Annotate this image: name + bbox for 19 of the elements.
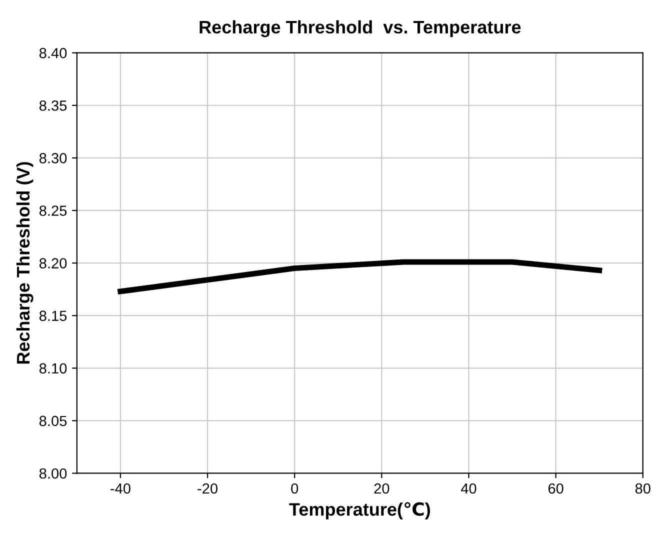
y-tick-label: 8.25 bbox=[39, 206, 67, 216]
y-tick-label: 8.35 bbox=[39, 100, 67, 111]
x-tick-label: 40 bbox=[460, 483, 476, 494]
x-axis-title: Temperature(℃) bbox=[289, 502, 430, 520]
y-axis-title: Recharge Threshold (V) bbox=[16, 162, 34, 364]
x-tick-label: 20 bbox=[374, 483, 390, 494]
y-tick-label: 8.10 bbox=[39, 363, 67, 374]
y-tick-label: 8.40 bbox=[39, 48, 67, 58]
x-tick-label: -20 bbox=[198, 483, 218, 494]
y-tick-label: 8.00 bbox=[39, 468, 67, 479]
y-tick-label: 8.05 bbox=[39, 416, 67, 426]
x-tick-label: 80 bbox=[635, 483, 650, 494]
x-tick-label: -40 bbox=[110, 483, 130, 494]
y-tick-label: 8.30 bbox=[39, 153, 67, 164]
y-tick-label: 8.20 bbox=[39, 258, 67, 268]
chart-title: Recharge Threshold vs. Temperature bbox=[200, 20, 521, 38]
x-tick-label: 0 bbox=[291, 483, 298, 494]
y-tick-label: 8.15 bbox=[39, 310, 67, 322]
x-tick-label: 60 bbox=[548, 483, 564, 494]
